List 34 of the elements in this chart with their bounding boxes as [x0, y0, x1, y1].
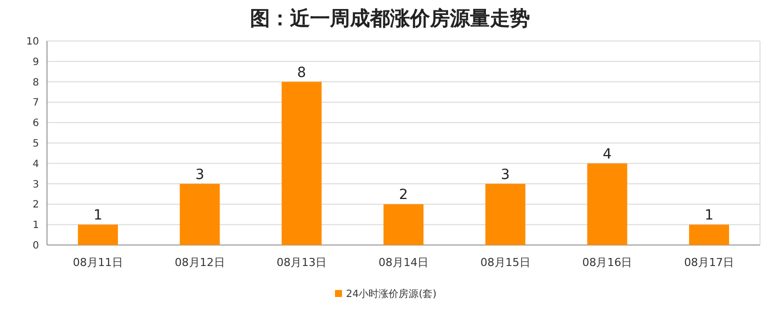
x-tick-label: 08月13日 [276, 256, 327, 269]
bar [384, 204, 424, 245]
y-tick-label: 1 [32, 220, 39, 232]
x-tick-label: 08月12日 [174, 256, 225, 269]
y-tick-label: 3 [32, 179, 39, 190]
data-label: 4 [602, 146, 612, 162]
data-label: 3 [500, 166, 510, 183]
x-tick-label: 08月16日 [582, 256, 632, 269]
bar [587, 163, 628, 245]
data-label: 3 [195, 166, 204, 183]
y-tick-label: 10 [26, 36, 39, 48]
chart-title: 图：近一周成都涨价房源量走势 [250, 6, 530, 30]
y-tick-label: 2 [32, 200, 39, 211]
legend-label: 24小时涨价房源(套) [346, 288, 437, 300]
y-tick-label: 6 [32, 118, 39, 130]
bar [78, 224, 118, 245]
x-tick-label: 08月14日 [378, 256, 428, 269]
data-label: 1 [93, 208, 102, 224]
y-tick-label: 0 [32, 240, 39, 252]
data-label: 8 [297, 64, 306, 81]
bar [282, 82, 322, 245]
bar [180, 184, 220, 245]
y-tick-label: 8 [32, 77, 39, 88]
y-tick-label: 4 [32, 158, 39, 170]
x-tick-label: 08月11日 [72, 256, 123, 269]
bar [689, 224, 730, 245]
x-tick-label: 08月15日 [480, 256, 530, 269]
data-label: 1 [704, 208, 714, 224]
y-tick-label: 9 [32, 56, 39, 68]
x-tick-label: 08月17日 [684, 256, 734, 269]
y-tick-label: 7 [32, 98, 39, 109]
y-tick-label: 5 [32, 138, 39, 150]
bar [485, 184, 526, 245]
data-label: 2 [399, 187, 408, 204]
